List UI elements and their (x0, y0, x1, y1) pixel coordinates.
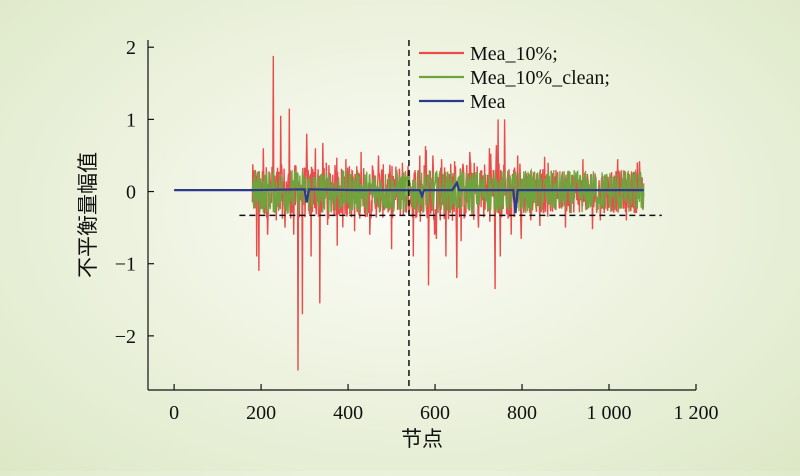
axes-group: −2 −1 0 1 2 0 200 400 600 800 1 000 1 200 (115, 37, 719, 424)
legend-label: Mea_10%; (470, 43, 558, 65)
x-tick-label: 0 (169, 402, 179, 424)
legend-label: Mea (470, 91, 506, 113)
y-tick-label: −2 (115, 326, 136, 348)
series-group (174, 55, 645, 371)
reference-lines-group (239, 40, 662, 390)
x-tick-label: 800 (507, 402, 537, 424)
y-tick-label: −1 (115, 254, 136, 276)
x-tick-label: 400 (333, 402, 363, 424)
y-axis-label: 不平衡量幅值 (76, 152, 100, 278)
x-tick-label: 200 (246, 402, 276, 424)
x-tick-label: 600 (420, 402, 450, 424)
y-tick-label: 0 (126, 182, 136, 204)
x-axis-label: 节点 (401, 427, 443, 451)
y-tick-label: 2 (126, 37, 136, 59)
x-tick-label: 1 000 (587, 402, 632, 424)
x-tick-label: 1 200 (674, 402, 719, 424)
series-line-mea-10-clean (251, 167, 645, 214)
legend: Mea_10%;Mea_10%_clean;Mea (419, 43, 610, 113)
legend-label: Mea_10%_clean; (470, 67, 610, 89)
series-line-mea-10 (251, 55, 645, 371)
series-line-mea (174, 180, 644, 214)
y-tick-label: 1 (126, 109, 136, 131)
